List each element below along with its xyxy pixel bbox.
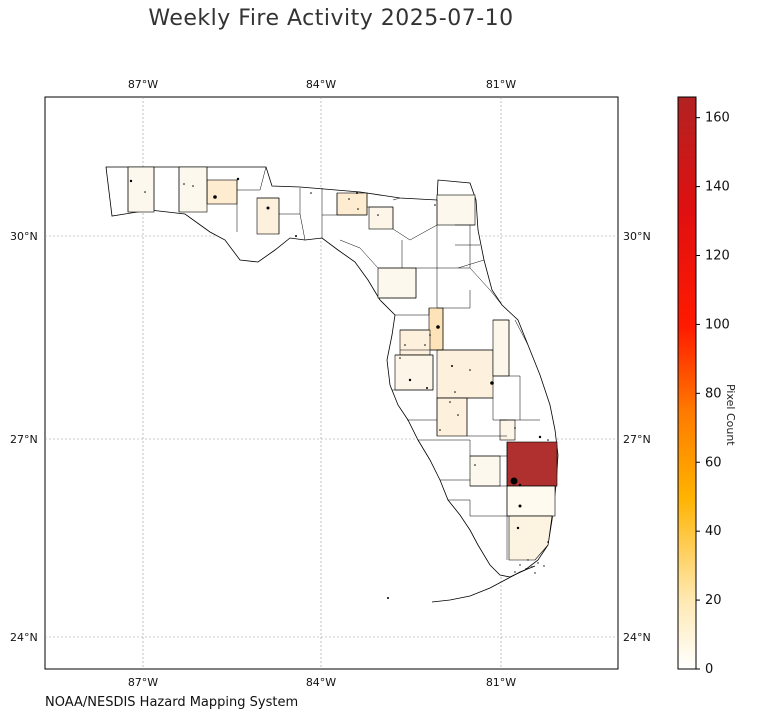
- lon-tick-top-2: 84°W: [306, 78, 336, 91]
- lon-tick-top-3: 81°W: [486, 78, 516, 91]
- florida-keys: [431, 565, 536, 603]
- lat-tick-left-3: 24°N: [10, 631, 38, 644]
- fire-detections: [129, 177, 549, 574]
- county-pasco: [399, 329, 431, 356]
- county-duval: [436, 194, 476, 226]
- lat-tick-right-2: 27°N: [623, 433, 651, 446]
- county-glades: [469, 455, 501, 487]
- county-broward: [506, 485, 556, 517]
- county-polk: [436, 349, 494, 399]
- colorbar-tick-label: 160: [705, 111, 730, 126]
- lat-tick-left-1: 30°N: [10, 230, 38, 243]
- colorbar-tick-label: 20: [705, 593, 722, 608]
- county-okaloosa: [178, 166, 208, 213]
- county-osceola: [492, 319, 510, 377]
- county-martin: [499, 419, 516, 441]
- lon-tick-top-1: 87°W: [128, 78, 158, 91]
- county-suwannee: [368, 206, 394, 230]
- lat-tick-right-3: 24°N: [623, 631, 651, 644]
- colorbar-tick-label: 120: [705, 249, 730, 264]
- county-lines: [127, 166, 555, 560]
- county-hernando: [428, 307, 444, 351]
- map-title: Weekly Fire Activity 2025-07-10: [148, 6, 514, 31]
- lon-tick-bottom-1: 87°W: [128, 676, 158, 689]
- source-credit: NOAA/NESDIS Hazard Mapping System: [45, 695, 299, 710]
- colorbar-ticks: 0 20 40 60 80 100 120 140 160: [696, 111, 730, 677]
- county-hardee-desoto: [436, 397, 468, 437]
- county-walton: [206, 179, 238, 205]
- county-leon: [336, 192, 368, 216]
- colorbar-tick-label: 60: [705, 455, 722, 470]
- colorbar-tick-label: 40: [705, 524, 722, 539]
- county-santa-rosa: [127, 166, 155, 213]
- florida-outline: [105, 166, 559, 578]
- county-hillsborough: [394, 354, 434, 391]
- county-calhoun: [256, 197, 280, 235]
- lat-tick-right-1: 30°N: [623, 230, 651, 243]
- lon-tick-bottom-3: 81°W: [486, 676, 516, 689]
- county-levy: [377, 267, 417, 299]
- colorbar-tick-label: 0: [705, 662, 713, 677]
- lat-tick-left-2: 27°N: [10, 433, 38, 446]
- colorbar-label: Pixel Count: [724, 384, 737, 446]
- colorbar-tick-label: 80: [705, 386, 722, 401]
- colorbar-tick-label: 100: [705, 317, 730, 332]
- lon-tick-bottom-2: 84°W: [306, 676, 336, 689]
- colorbar: [677, 96, 697, 670]
- colorbar-tick-label: 140: [705, 180, 730, 195]
